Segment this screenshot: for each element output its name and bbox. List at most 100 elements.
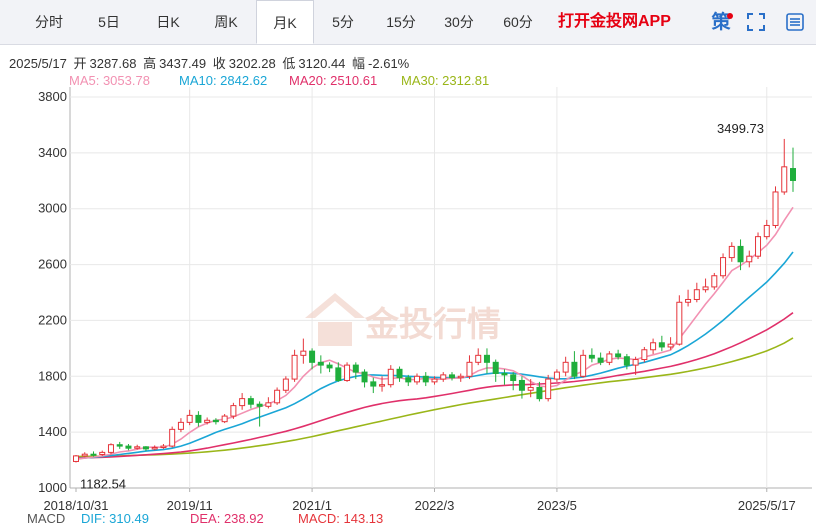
info-high: 3437.49 bbox=[159, 56, 207, 71]
candle bbox=[265, 397, 272, 409]
watermark-logo bbox=[305, 293, 365, 346]
tab-intraday[interactable]: 分时 bbox=[35, 14, 63, 30]
candle-body bbox=[204, 419, 211, 423]
open-app-link[interactable]: 打开金投网APP bbox=[558, 13, 671, 30]
candle bbox=[746, 250, 753, 268]
candle-body bbox=[536, 386, 543, 400]
candle-body bbox=[335, 367, 342, 381]
tab-daily-k[interactable]: 日K bbox=[156, 14, 180, 30]
candle bbox=[466, 355, 473, 380]
candle bbox=[632, 356, 639, 375]
candle bbox=[212, 418, 219, 425]
candle bbox=[562, 356, 569, 377]
candle bbox=[641, 346, 648, 363]
candle bbox=[545, 374, 552, 402]
candle bbox=[134, 444, 141, 450]
candle bbox=[151, 445, 158, 451]
candle-body bbox=[440, 374, 447, 380]
info-close: 3202.28 bbox=[228, 56, 276, 71]
candle-body bbox=[658, 342, 665, 348]
candle bbox=[720, 253, 727, 279]
candle-body bbox=[186, 414, 193, 423]
candle bbox=[448, 372, 455, 381]
candle bbox=[553, 369, 560, 382]
y-tick-label: 3400 bbox=[38, 145, 67, 160]
candle bbox=[588, 348, 595, 363]
candle bbox=[457, 373, 464, 382]
strategy-icon[interactable]: 策 bbox=[711, 11, 731, 33]
candle-body bbox=[580, 354, 587, 377]
candle-body bbox=[501, 372, 508, 376]
candle bbox=[300, 338, 307, 364]
candle bbox=[352, 362, 359, 380]
candle-body bbox=[300, 350, 307, 356]
x-tick-label: 2021/1 bbox=[292, 498, 332, 513]
candle bbox=[431, 376, 438, 385]
candle-body bbox=[755, 236, 762, 257]
candle-body bbox=[195, 414, 202, 423]
tab-15min[interactable]: 15分 bbox=[386, 14, 416, 30]
watermark-text: 金投行情 bbox=[364, 305, 501, 345]
candle-body bbox=[702, 286, 709, 291]
candle bbox=[414, 373, 421, 385]
candle-body bbox=[597, 357, 604, 363]
y-tick-label: 1400 bbox=[38, 424, 67, 439]
candle bbox=[221, 413, 228, 424]
candle-body bbox=[125, 445, 132, 449]
menu-icon[interactable] bbox=[786, 13, 804, 31]
candle bbox=[344, 362, 351, 382]
candle-body bbox=[790, 168, 796, 181]
candle-body bbox=[326, 364, 333, 369]
candle-body bbox=[265, 402, 272, 407]
tab-5day[interactable]: 5日 bbox=[98, 14, 120, 30]
ma30-legend: MA30: 2312.81 bbox=[401, 73, 490, 88]
info-close-label: 收 bbox=[212, 56, 226, 71]
y-tick-label: 2600 bbox=[38, 257, 67, 272]
candle-body bbox=[527, 386, 534, 391]
candle-body bbox=[151, 447, 158, 450]
fullscreen-icon[interactable] bbox=[747, 13, 765, 31]
candle bbox=[309, 348, 316, 370]
candle-body bbox=[379, 384, 386, 387]
candle bbox=[317, 355, 324, 374]
tab-30min[interactable]: 30分 bbox=[444, 14, 474, 30]
candle bbox=[422, 372, 429, 387]
tab-5min[interactable]: 5分 bbox=[332, 14, 354, 30]
candle bbox=[728, 242, 735, 262]
y-tick-label: 3800 bbox=[38, 89, 67, 104]
tab-monthly-k[interactable]: 月K bbox=[256, 0, 314, 44]
candle-body bbox=[623, 356, 630, 366]
candle-body bbox=[510, 374, 517, 381]
candle-body bbox=[73, 455, 79, 462]
tab-60min[interactable]: 60分 bbox=[503, 14, 533, 30]
candle bbox=[772, 186, 779, 229]
candle-body bbox=[693, 289, 700, 300]
x-tick-label: 2022/3 bbox=[415, 498, 455, 513]
min-value-label: 1182.54 bbox=[80, 477, 126, 492]
tab-weekly-k[interactable]: 周K bbox=[214, 14, 238, 30]
ma30-line bbox=[75, 337, 794, 458]
candle bbox=[99, 450, 106, 456]
candle-body bbox=[317, 361, 324, 366]
candle bbox=[711, 272, 718, 290]
candle-body bbox=[431, 378, 438, 383]
candle-body bbox=[116, 444, 123, 447]
macd-value: MACD: 143.13 bbox=[298, 511, 384, 526]
candle-body bbox=[230, 405, 237, 417]
candle-body bbox=[728, 245, 735, 259]
candle bbox=[291, 349, 298, 382]
ma20-legend: MA20: 2510.61 bbox=[289, 73, 378, 88]
candle-body bbox=[370, 381, 377, 387]
candle-body bbox=[545, 378, 552, 400]
candle bbox=[125, 444, 132, 451]
x-tick-label: 2023/5 bbox=[537, 498, 577, 513]
candle-body bbox=[475, 354, 482, 363]
candle bbox=[518, 376, 525, 399]
candle bbox=[685, 289, 692, 307]
candle-body bbox=[492, 361, 499, 374]
info-low: 3120.44 bbox=[298, 56, 346, 71]
info-change-label: 幅 bbox=[352, 56, 366, 71]
candle-body bbox=[720, 257, 727, 277]
candle-body bbox=[107, 444, 114, 453]
